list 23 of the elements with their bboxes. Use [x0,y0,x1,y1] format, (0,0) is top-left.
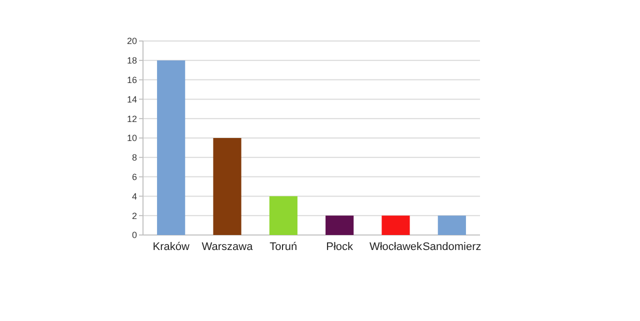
bar [326,216,354,235]
bar [438,216,466,235]
x-tick-label: Kraków [152,241,190,253]
y-tick-label: 2 [132,210,137,221]
y-tick-label: 16 [126,74,137,85]
x-tick-label: Sandomierz [422,241,482,253]
x-tick-label: Warszawa [202,241,254,253]
bar [269,196,298,235]
y-tick-label: 20 [126,36,137,46]
bar [157,60,186,235]
x-tick-label: Toruń [270,241,298,253]
x-tick-label: Płock [326,241,354,253]
y-tick-label: 18 [126,56,137,66]
y-tick-label: 10 [126,133,137,144]
y-tick-label: 4 [132,191,137,202]
y-tick-label: 0 [132,230,137,240]
bar [382,216,410,235]
x-tick-label: Włocławek [369,241,423,253]
y-tick-label: 6 [132,172,137,182]
y-tick-label: 12 [126,114,137,124]
y-tick-label: 8 [132,152,137,163]
y-tick-label: 14 [126,94,137,104]
bar [213,138,242,235]
